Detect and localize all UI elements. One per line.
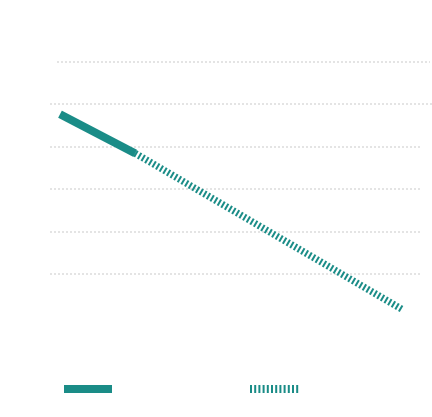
series-line-dashed bbox=[133, 150, 405, 313]
series-lines bbox=[58, 110, 405, 313]
gridlines bbox=[50, 61, 432, 275]
series-line-solid bbox=[58, 110, 137, 157]
